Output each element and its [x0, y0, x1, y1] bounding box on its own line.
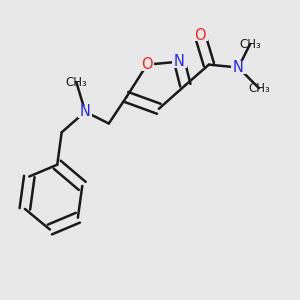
- Text: O: O: [194, 28, 206, 43]
- Text: O: O: [141, 57, 153, 72]
- Text: CH₃: CH₃: [239, 38, 261, 50]
- FancyBboxPatch shape: [140, 59, 154, 70]
- Text: CH₃: CH₃: [248, 82, 270, 95]
- FancyBboxPatch shape: [192, 29, 208, 41]
- FancyBboxPatch shape: [172, 56, 187, 68]
- Text: N: N: [233, 60, 244, 75]
- Text: N: N: [80, 104, 91, 119]
- FancyBboxPatch shape: [78, 106, 92, 118]
- Text: N: N: [174, 54, 185, 69]
- FancyBboxPatch shape: [231, 61, 246, 74]
- Text: CH₃: CH₃: [65, 76, 87, 89]
